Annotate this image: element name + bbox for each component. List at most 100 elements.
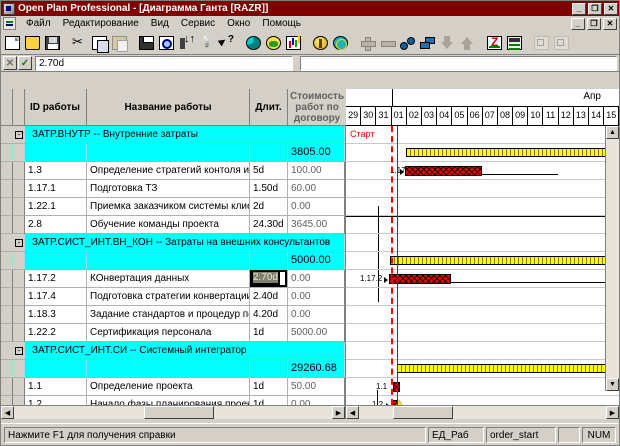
cell-name[interactable]: Подготовка стратегии конвертации [87, 288, 250, 306]
menu-service[interactable]: Сервис [180, 18, 216, 29]
barchart-view-button[interactable] [505, 33, 524, 53]
menu-edit[interactable]: Редактирование [62, 18, 139, 29]
row-gutter[interactable] [1, 360, 13, 378]
cell-duration[interactable]: 2d [250, 198, 288, 216]
row-gutter[interactable] [1, 198, 13, 216]
row-outline[interactable]: - [13, 126, 25, 144]
table-row[interactable]: 1.17.4 Подготовка стратегии конвертации 2.… [1, 288, 345, 306]
row-outline[interactable]: - [13, 342, 25, 360]
row-gutter[interactable] [1, 396, 13, 405]
menu-view[interactable]: Вид [150, 18, 169, 29]
cell-value-input[interactable]: 2.70d [35, 55, 293, 71]
cell-name[interactable]: Начало фазы планирования проекта [87, 396, 250, 405]
cell-name[interactable]: Обучение команды проекта [87, 216, 250, 234]
cell-duration[interactable]: 1d [250, 324, 288, 342]
mdi-document-icon[interactable] [3, 17, 16, 30]
cell-name[interactable]: Задание стандартов и процедур по д [87, 306, 250, 324]
print-button[interactable] [137, 33, 156, 53]
row-gutter[interactable] [1, 234, 13, 252]
row-outline[interactable] [13, 306, 25, 324]
cost-coin-button[interactable] [311, 33, 330, 53]
hint-bulb-button[interactable] [197, 33, 216, 53]
row-gutter[interactable] [1, 288, 13, 306]
zoom-in-button[interactable] [552, 33, 571, 53]
accept-edit-button[interactable]: ✓ [18, 56, 32, 70]
scroll-left-button[interactable]: ◀ [1, 406, 14, 419]
header-cost[interactable]: Стоимость работ по договору [288, 89, 348, 125]
cell-duration[interactable]: 1.50d [250, 180, 288, 198]
row-gutter[interactable] [1, 378, 13, 396]
table-row[interactable]: 1.18.3 Задание стандартов и процедур по д… [1, 306, 345, 324]
cell-name[interactable]: Приемка заказчиком системы клиент [87, 198, 250, 216]
row-outline[interactable] [13, 252, 25, 270]
cell-duration[interactable]: 2.40d [250, 288, 288, 306]
row-gutter[interactable] [1, 144, 13, 162]
summary-bar[interactable] [397, 364, 613, 373]
row-outline[interactable]: - [13, 234, 25, 252]
table-row[interactable]: 1.3 Определение стратегий контоля и от 5d 1… [1, 162, 345, 180]
cell-cost[interactable]: 60.00 [288, 180, 345, 198]
cell-cost[interactable]: 0.00 [288, 198, 345, 216]
row-outline[interactable] [13, 198, 25, 216]
row-outline[interactable] [13, 162, 25, 180]
row-gutter[interactable] [1, 324, 13, 342]
cell-cost[interactable]: 3645.00 [288, 216, 345, 234]
scroll-right-button[interactable]: ▶ [332, 406, 345, 419]
bar-chart-button[interactable] [284, 33, 303, 53]
cell-id[interactable]: 1.22.1 [25, 198, 87, 216]
promote-button[interactable] [458, 33, 477, 53]
collapse-icon[interactable]: - [15, 346, 23, 355]
table-row[interactable]: 1.1 Определение проекта 1d 50.00 [1, 378, 345, 396]
gantt-note-input[interactable] [300, 55, 617, 71]
task-bar[interactable] [405, 166, 482, 176]
cell-cost[interactable]: 5000.00 [288, 324, 345, 342]
row-outline[interactable] [13, 324, 25, 342]
cell-name[interactable]: КОнвертация данных [87, 270, 250, 288]
cell-cost[interactable]: 0.00 [288, 396, 345, 405]
cell-cost[interactable]: 0.00 [288, 306, 345, 324]
table-row[interactable]: 2.8 Обучение команды проекта 24.30d 3645.00 [1, 216, 345, 234]
minimize-button[interactable]: _ [572, 2, 586, 15]
cell-id[interactable]: 2.8 [25, 216, 87, 234]
cell-id[interactable]: 1.17.2 [25, 270, 87, 288]
cell-duration[interactable]: 2.70d [250, 270, 288, 288]
cell-duration[interactable]: 4.20d [250, 306, 288, 324]
header-id[interactable]: ID работы [25, 89, 87, 125]
zoom-out-button[interactable] [532, 33, 551, 53]
row-outline[interactable] [13, 378, 25, 396]
task-table-body[interactable]: - ЗАТР.ВНУТР -- Внутренние затраты 3805.00… [1, 126, 345, 405]
gantt-chart-body[interactable]: Старт 1.17.2 [346, 126, 619, 405]
save-button[interactable] [43, 33, 62, 53]
row-outline[interactable] [13, 396, 25, 405]
row-gutter[interactable] [1, 252, 13, 270]
mdi-minimize-button[interactable]: _ [571, 17, 585, 30]
print-preview-button[interactable] [157, 33, 176, 53]
row-outline[interactable] [13, 180, 25, 198]
header-duration[interactable]: Длит. [250, 89, 288, 125]
row-gutter[interactable] [1, 180, 13, 198]
cell-cost[interactable]: 100.00 [288, 162, 345, 180]
cell-duration[interactable]: 1d [250, 378, 288, 396]
row-outline[interactable] [13, 144, 25, 162]
row-gutter[interactable] [1, 270, 13, 288]
gantt-vscrollbar[interactable]: ▲ ▼ [605, 126, 619, 391]
scroll-up-button[interactable]: ▲ [606, 126, 619, 139]
table-hscrollbar[interactable]: ◀ ▶ [1, 405, 345, 419]
gantt-hscroll-track[interactable] [359, 406, 606, 419]
cancel-edit-button[interactable]: ✕ [3, 56, 17, 70]
cell-id[interactable]: 1.2 [25, 396, 87, 405]
cell-cost[interactable]: 0.00 [288, 270, 345, 288]
row-gutter[interactable] [1, 306, 13, 324]
sort-z-button[interactable] [485, 33, 504, 53]
cell-id[interactable]: 1.17.4 [25, 288, 87, 306]
gantt-scroll-left-button[interactable]: ◀ [346, 406, 359, 419]
network-button[interactable] [331, 33, 350, 53]
table-row[interactable]: 1.22.1 Приемка заказчиком системы клиент 2… [1, 198, 345, 216]
cell-name[interactable]: Подготовка ТЗ [87, 180, 250, 198]
summary-bar[interactable] [390, 256, 613, 265]
collapse-icon[interactable]: - [15, 130, 23, 139]
table-row[interactable]: 1.17.1 Подготовка ТЗ 1.50d 60.00 [1, 180, 345, 198]
table-row[interactable]: 1.17.2 КОнвертация данных 2.70d 0.00 [1, 270, 345, 288]
resource-globe-button[interactable] [264, 33, 283, 53]
row-outline[interactable] [13, 216, 25, 234]
